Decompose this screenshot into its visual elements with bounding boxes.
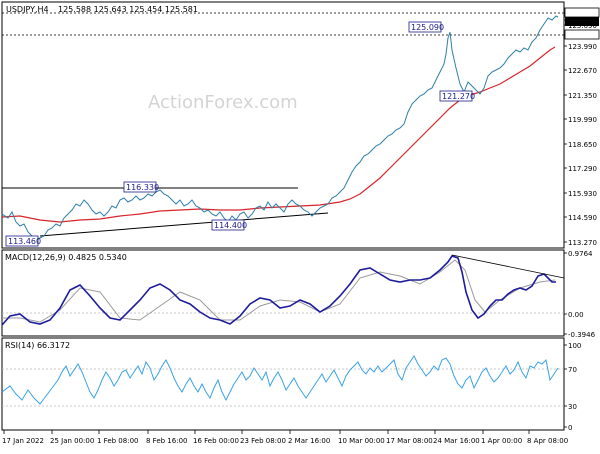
x-tick-label: 2 Mar 16:00: [288, 437, 330, 445]
price-tag-125581: [565, 17, 599, 26]
price-tick-label: 115.930: [568, 190, 597, 198]
watermark: ActionForex.com: [148, 92, 298, 113]
macd-tick-label: 0.9764: [568, 250, 593, 258]
label-box-116330: [123, 181, 157, 193]
macd-tick-label: 0.00: [568, 311, 584, 319]
x-tick-label: 8 Feb 16:00: [146, 437, 187, 445]
rsi-axis: 100 70 30 0: [564, 342, 581, 432]
label-121270: 121.270: [442, 92, 475, 101]
label-box-125090: [408, 21, 442, 33]
chart-ohlc: 125.588 125.643 125.454 125.581: [58, 5, 198, 14]
x-axis: 17 Jan 2022 25 Jan 00:00 1 Feb 08:00 8 Feb …: [2, 430, 568, 445]
x-tick-label: 16 Feb 00:00: [193, 437, 239, 445]
rsi-tick-label: 30: [568, 403, 577, 411]
rsi-line: [1, 355, 559, 405]
rsi-tick-label: 0: [568, 424, 572, 432]
label-125090: 125.090: [411, 23, 444, 32]
macd-tick-label: -0.3946: [568, 331, 596, 339]
chart-symbol: USDJPY,H4: [6, 5, 49, 14]
rsi-panel-frame: [1, 337, 565, 431]
moving-average-line: [1, 46, 556, 223]
label-114400: 114.400: [214, 221, 247, 230]
price-tag-125850: [564, 7, 600, 18]
label-113460: 113.460: [8, 237, 41, 246]
rsi-tick-label: 70: [568, 366, 577, 374]
x-tick-label: 1 Apr 00:00: [481, 437, 522, 445]
price-tick-label: 114.590: [568, 214, 597, 222]
macd-axis: 0.9764 0.00 -0.3946: [564, 250, 596, 339]
price-tick-label: 122.670: [568, 67, 597, 75]
x-tick-label: 24 Mar 16:00: [433, 437, 480, 445]
macd-title: MACD(12,26,9) 0.4825 0.5340: [5, 253, 127, 262]
macd-signal-line: [2, 259, 556, 323]
macd-divergence-line: [451, 254, 565, 279]
x-tick-label: 17 Jan 2022: [2, 437, 44, 445]
x-tick-label: 17 Mar 08:00: [386, 437, 433, 445]
price-tick-label: 118.650: [568, 141, 597, 149]
x-tick-label: 8 Apr 08:00: [527, 437, 568, 445]
macd-panel-frame: [1, 249, 565, 337]
x-tick-label: 23 Feb 08:00: [240, 437, 286, 445]
price-tick-label: 113.270: [568, 239, 597, 247]
price-tick-label: 119.990: [568, 116, 597, 124]
rsi-title: RSI(14) 66.3172: [5, 341, 70, 350]
price-line: [1, 15, 559, 241]
price-tick-label: 123.990: [568, 43, 597, 51]
support-trendline: [39, 212, 329, 237]
label-box-114400: [211, 219, 245, 231]
label-box-113460: [5, 235, 39, 247]
x-tick-label: 1 Feb 08:00: [97, 437, 138, 445]
macd-line: [1, 255, 556, 326]
price-tick-label: 117.290: [568, 165, 597, 173]
price-tick-label: 121.350: [568, 92, 597, 100]
rsi-tick-label: 100: [568, 342, 581, 350]
label-116330: 116.330: [126, 183, 159, 192]
label-box-121270: [439, 90, 473, 102]
price-panel-frame: [1, 1, 565, 249]
x-tick-label: 10 Mar 00:00: [338, 437, 385, 445]
price-tag-124660: [564, 29, 600, 40]
x-tick-label: 25 Jan 00:00: [50, 437, 94, 445]
